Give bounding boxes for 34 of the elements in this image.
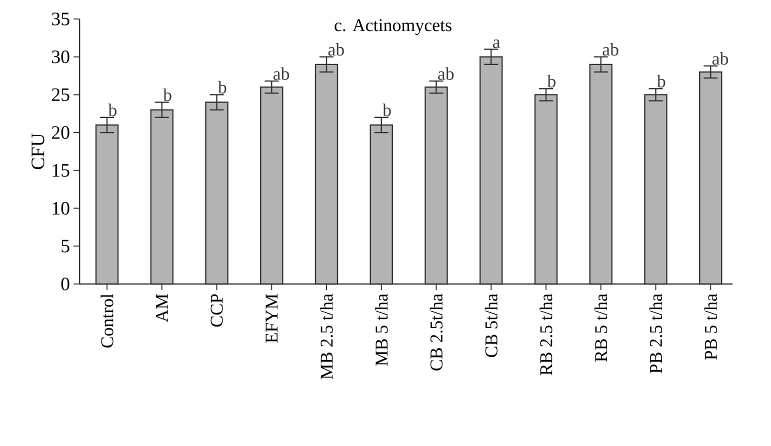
y-tick-label: 10 [52,202,70,215]
annotation: b [547,74,556,88]
y-tick-label: 5 [62,240,70,252]
annotation: ab [438,67,454,80]
y-tick-label: 0 [61,278,70,290]
y-tick-label: 15 [52,164,70,177]
x-tick-label: Control [100,294,114,348]
chart-title: c. Actinomycets [334,19,452,35]
y-tick-label: 30 [52,50,70,64]
x-tick-label: MB 2.5 t/ha [320,294,333,380]
annotation: ab [273,67,290,80]
annotation: ab [328,43,344,56]
x-tick-label: CB 5t/ha [484,294,498,358]
x-tick-label: PB 5 t/ha [704,294,717,360]
annotation: b [218,80,226,94]
annotation: b [656,74,666,88]
annotation: ab [712,52,728,65]
annotation: ab [602,43,618,56]
y-tick-label: 25 [52,88,70,102]
x-tick-label: RB 2.5 t/ha [540,294,552,376]
x-tick-label: PB 2.5 t/ha [649,294,662,374]
y-tick-label: 20 [52,126,70,139]
x-tick-label: CB 2.5t/ha [430,294,443,370]
y-axis-title: CFU [32,133,44,170]
annotation: b [382,104,391,116]
annotation: a [492,39,500,48]
x-tick-label: AM [156,294,168,322]
annotation: b [108,104,116,116]
x-tick-label: CCP [210,294,223,327]
x-tick-label: RB 5 t/ha [594,294,608,362]
x-tick-label: MB 5 t/ha [375,294,388,366]
annotation: b [163,88,172,102]
x-tick-label: EFYM [266,294,278,343]
y-tick-label: 35 [52,12,70,26]
